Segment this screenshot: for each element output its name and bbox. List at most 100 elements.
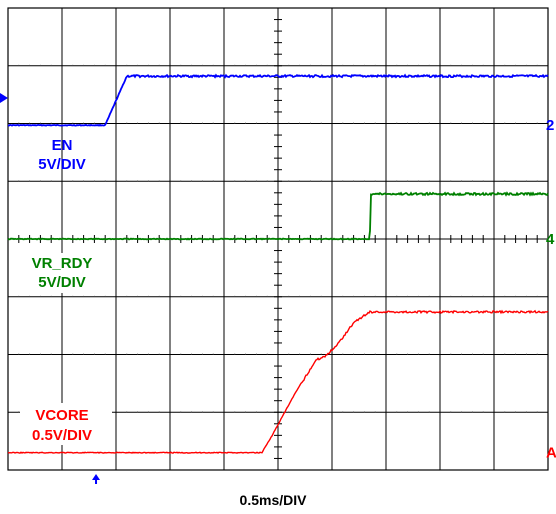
grid-dot: [72, 64, 74, 66]
grid-dot: [504, 64, 506, 66]
grid-dot: [320, 353, 322, 355]
grid-dot: [428, 64, 430, 66]
traces: [7, 73, 549, 454]
grid-dot: [407, 353, 409, 355]
grid-dot: [428, 122, 430, 124]
grid-dot: [363, 295, 365, 297]
grid-dot: [288, 353, 290, 355]
grid-dot: [407, 411, 409, 413]
grid-dot: [320, 411, 322, 413]
grid-dot: [299, 122, 301, 124]
grid-dot: [363, 64, 365, 66]
grid-dot: [104, 64, 106, 66]
grid-dot: [72, 122, 74, 124]
grid-dot: [374, 64, 376, 66]
grid-dot: [363, 122, 365, 124]
grid-dot: [450, 411, 452, 413]
grid-dot: [525, 295, 527, 297]
grid-dot: [255, 353, 257, 355]
grid-dot: [255, 64, 257, 66]
grid-dot: [83, 295, 85, 297]
grid-dot: [374, 180, 376, 182]
grid-dot: [126, 180, 128, 182]
grid-dot: [50, 180, 52, 182]
grid-dot: [471, 64, 473, 66]
grid-dot: [482, 122, 484, 124]
channel-marker-4: 4: [546, 231, 555, 248]
grid-dot: [29, 353, 31, 355]
grid-dot: [29, 295, 31, 297]
grid-dot: [525, 353, 527, 355]
grid-dot: [299, 353, 301, 355]
grid-dot: [234, 64, 236, 66]
grid-dot: [126, 353, 128, 355]
grid-dot: [158, 295, 160, 297]
grid-dot: [137, 411, 139, 413]
grid-dot: [536, 64, 538, 66]
grid-dot: [201, 411, 203, 413]
grid-dot: [309, 180, 311, 182]
grid-dot: [353, 411, 355, 413]
grid-dot: [158, 411, 160, 413]
grid-dot: [158, 180, 160, 182]
grid-dot: [126, 64, 128, 66]
grid-dot: [342, 295, 344, 297]
grid-dot: [147, 353, 149, 355]
grid-dot: [39, 353, 41, 355]
en-ground-arrow: [0, 93, 8, 103]
grid-dot: [93, 353, 95, 355]
grid-dot: [536, 295, 538, 297]
grid-dot: [50, 295, 52, 297]
vcore-label-bg: [20, 403, 112, 445]
grid-dot: [137, 64, 139, 66]
grid-dot: [374, 122, 376, 124]
grid-dot: [137, 353, 139, 355]
grid-dot: [201, 180, 203, 182]
grid-dot: [309, 353, 311, 355]
grid-dot: [471, 411, 473, 413]
grid-dot: [234, 353, 236, 355]
grid-dot: [396, 295, 398, 297]
grid-dot: [309, 411, 311, 413]
grid-dot: [191, 64, 193, 66]
grid-dot: [18, 122, 20, 124]
grid-dot: [158, 353, 160, 355]
grid-dot: [245, 411, 247, 413]
grid-dot: [309, 122, 311, 124]
grid-dot: [39, 64, 41, 66]
grid-dot: [504, 122, 506, 124]
grid-dot: [180, 122, 182, 124]
grid-dot: [18, 64, 20, 66]
grid-dot: [83, 64, 85, 66]
grid-dot: [288, 411, 290, 413]
grid-dot: [126, 411, 128, 413]
en-scale-label: 5V/DIV: [38, 156, 86, 173]
grid-dot: [266, 180, 268, 182]
grid-dot: [29, 180, 31, 182]
grid-dot: [407, 122, 409, 124]
vcore-scale-label: 0.5V/DIV: [32, 427, 92, 444]
grid-dot: [147, 180, 149, 182]
grid-dot: [407, 295, 409, 297]
grid-dot: [504, 353, 506, 355]
grid-dot: [471, 353, 473, 355]
grid-dot: [39, 295, 41, 297]
grid-dot: [450, 353, 452, 355]
grid-dot: [525, 122, 527, 124]
grid-dot: [255, 295, 257, 297]
grid-dot: [234, 411, 236, 413]
grid-dot: [93, 122, 95, 124]
grid-dot: [83, 353, 85, 355]
grid-dot: [363, 180, 365, 182]
grid-dot: [396, 180, 398, 182]
grid-dot: [288, 295, 290, 297]
grid-dot: [180, 411, 182, 413]
grid-dot: [515, 64, 517, 66]
grid-dot: [255, 122, 257, 124]
grid-dot: [471, 180, 473, 182]
grid-dot: [147, 295, 149, 297]
grid-dot: [536, 411, 538, 413]
grid-dot: [266, 64, 268, 66]
grid-dot: [320, 180, 322, 182]
grid-dot: [18, 353, 20, 355]
